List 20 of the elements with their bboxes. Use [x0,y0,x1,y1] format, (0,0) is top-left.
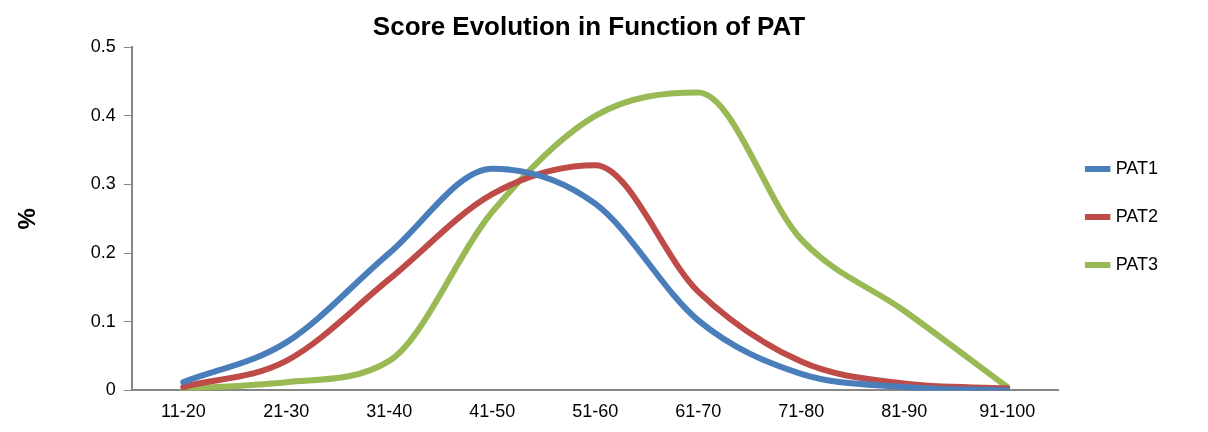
y-tick-label: 0.2 [90,242,116,263]
y-tick-label: 0 [105,379,116,400]
legend-label: PAT1 [1115,157,1159,178]
x-tick-label: 31-40 [366,401,413,422]
x-tick-label: 41-50 [469,401,516,422]
x-tick-label: 21-30 [263,401,310,422]
x-tick-label: 61-70 [675,401,722,422]
x-tick-label: 11-20 [160,401,206,422]
x-tick-label: 71-80 [778,401,825,422]
y-axis-title: % [13,208,41,230]
legend-label: PAT2 [1115,205,1159,226]
chart-title: Score Evolution in Function of PAT [372,10,806,41]
x-tick-label: 81-90 [881,401,928,422]
y-tick-label: 0.5 [90,36,116,57]
x-tick-label: 51-60 [572,401,619,422]
y-tick-label: 0.1 [90,310,116,331]
legend-label: PAT3 [1115,253,1159,274]
y-tick-label: 0.3 [90,173,116,194]
x-tick-label: 91-100 [979,401,1036,422]
y-tick-label: 0.4 [90,104,116,125]
